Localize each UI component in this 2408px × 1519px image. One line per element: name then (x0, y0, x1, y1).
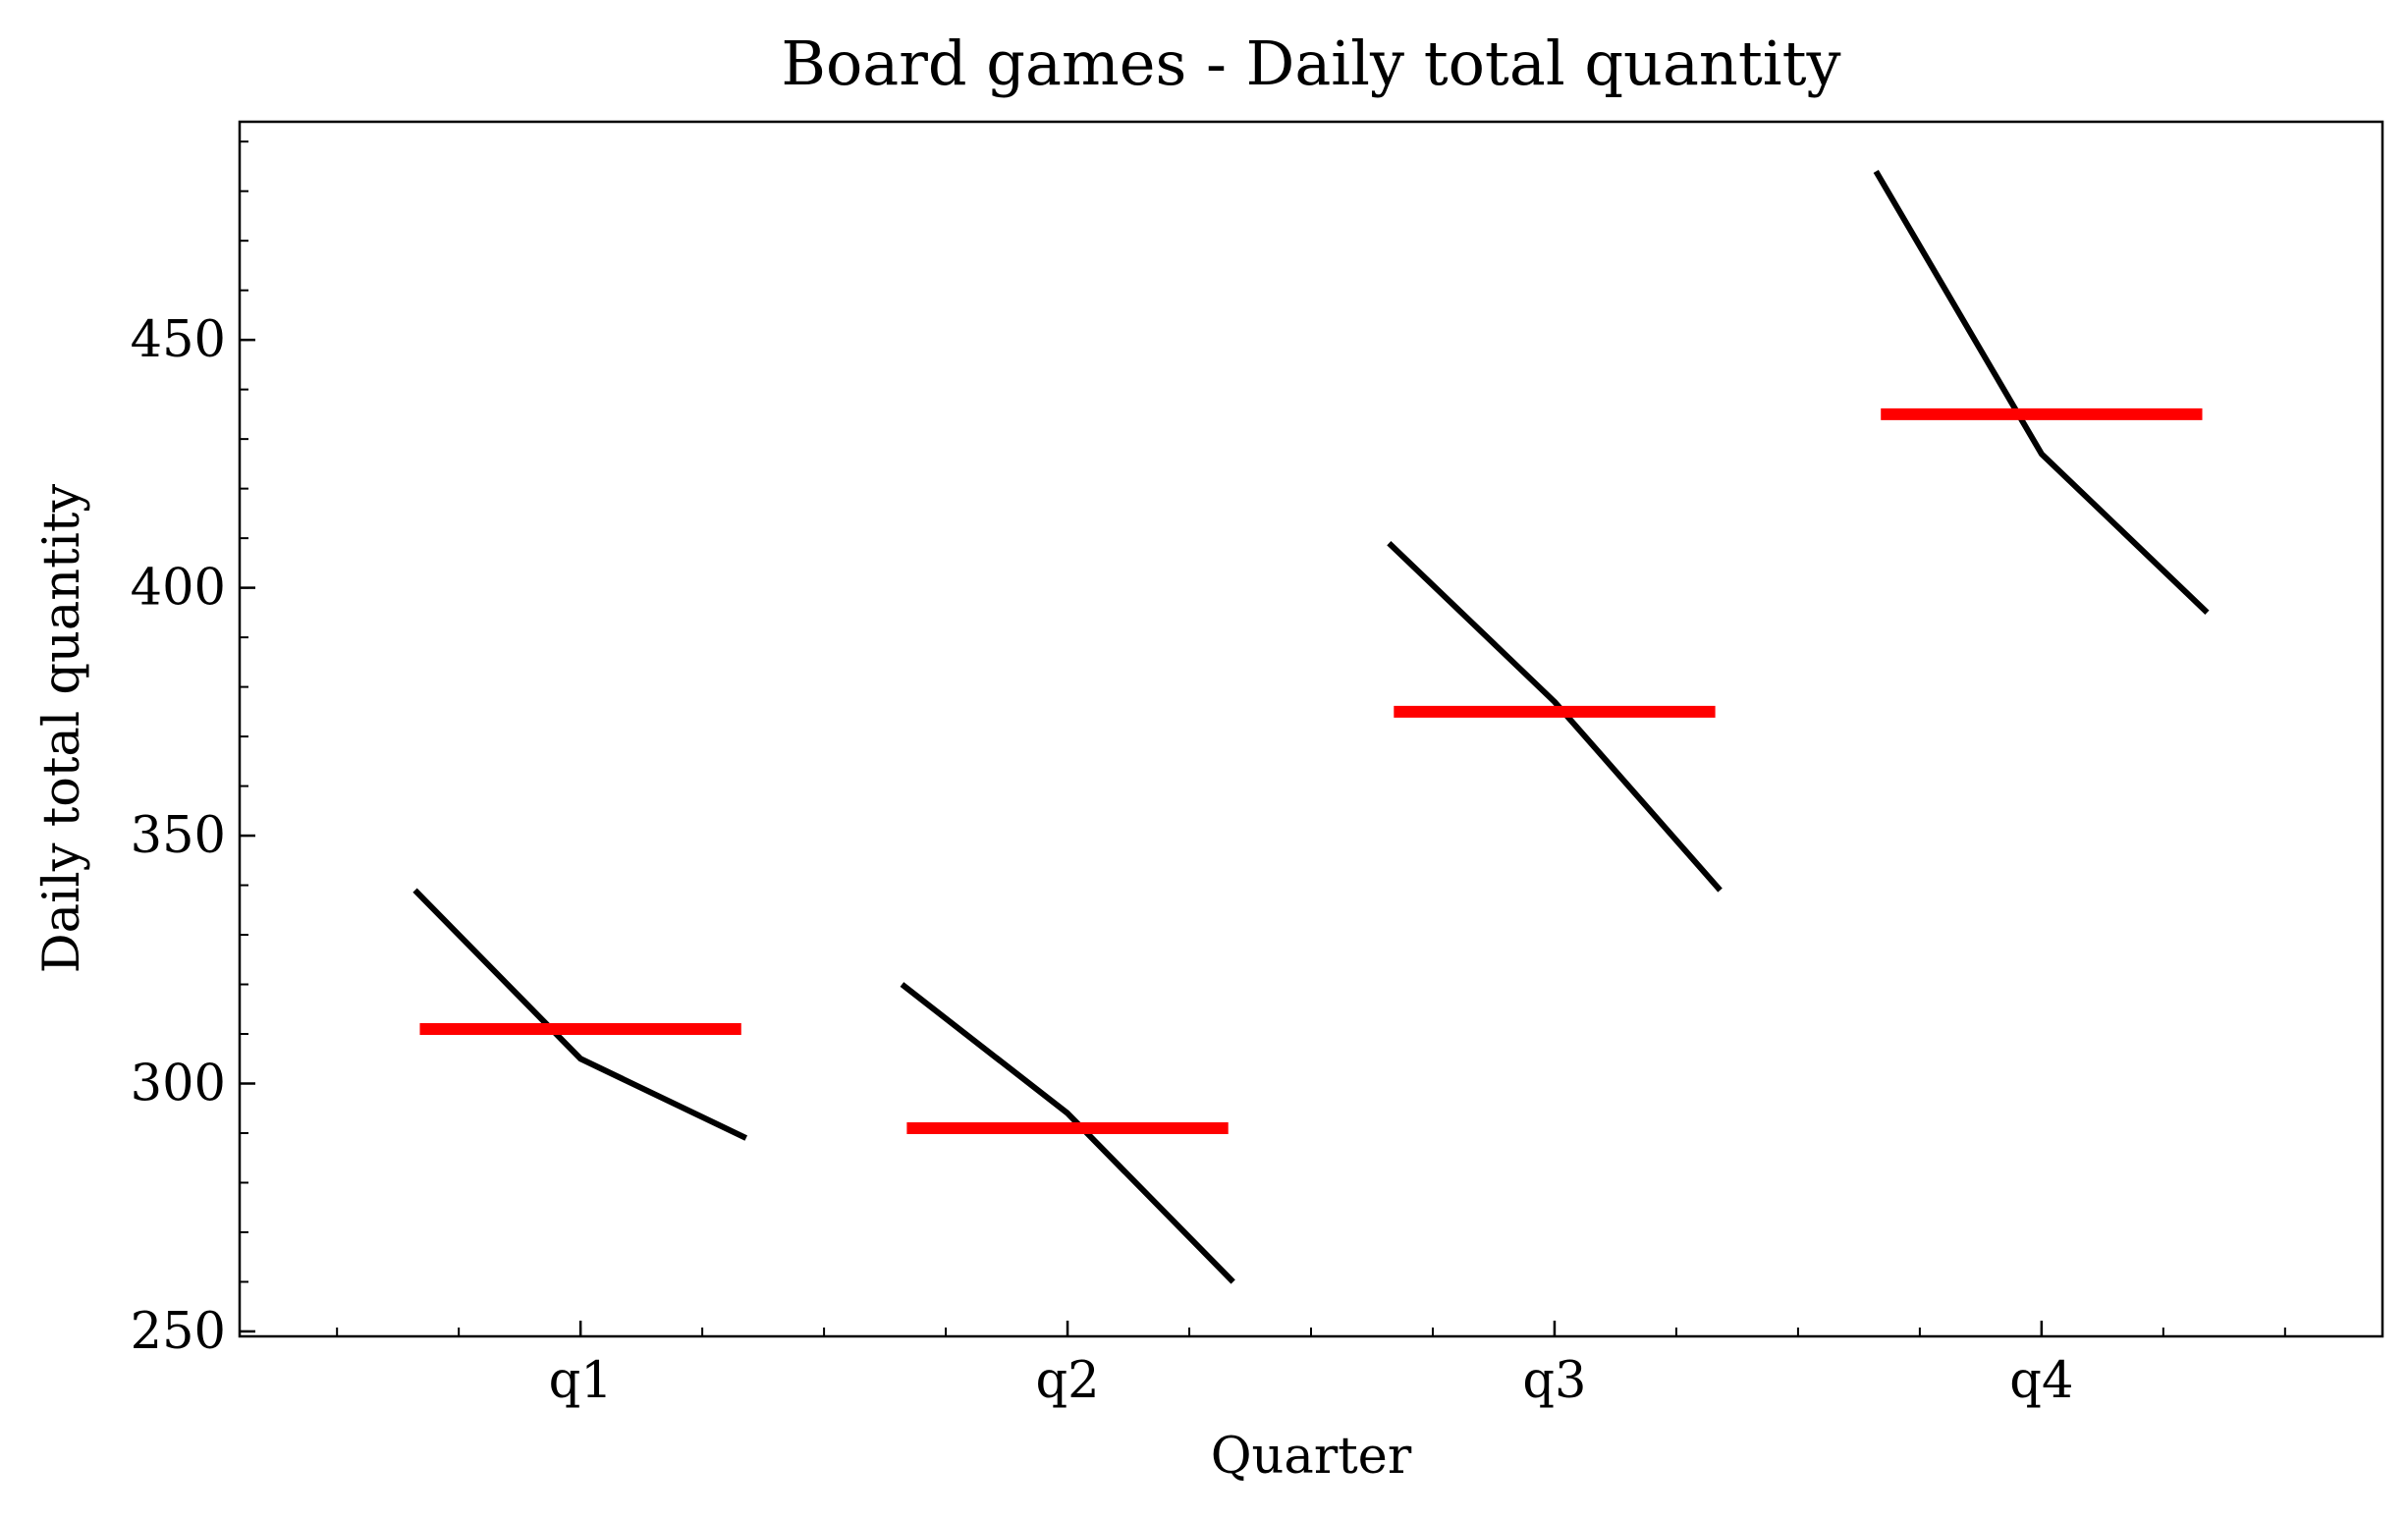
x-tick-label: q4 (2009, 1352, 2073, 1410)
group-line (1387, 540, 1723, 893)
group-line (1873, 169, 2210, 616)
x-tick-label: q3 (1522, 1352, 1586, 1410)
y-tick-label: 250 (131, 1303, 226, 1361)
plot-frame (238, 120, 2384, 1338)
group-line (900, 982, 1235, 1284)
y-tick-label: 300 (131, 1056, 226, 1113)
x-axis-label: Quarter (1211, 1428, 1412, 1486)
x-tick-label: q2 (1035, 1352, 1099, 1410)
group-line (412, 888, 748, 1141)
y-tick-label: 350 (131, 807, 226, 865)
y-axis-label: Daily total quantity (33, 484, 91, 974)
chart-title: Board games - Daily total quantity (781, 27, 1840, 99)
y-tick-label: 450 (131, 311, 226, 369)
y-tick-label: 400 (131, 560, 226, 618)
x-tick-label: q1 (549, 1352, 613, 1410)
